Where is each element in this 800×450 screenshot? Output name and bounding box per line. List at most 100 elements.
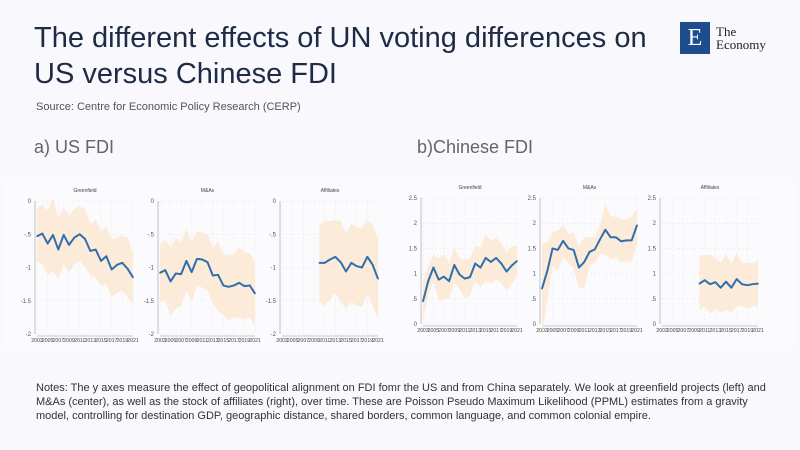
- data-point: [578, 266, 580, 269]
- data-point: [254, 292, 256, 295]
- x-tick-label: 2005: [287, 338, 299, 344]
- data-point: [201, 258, 204, 261]
- y-tick-label: 0: [28, 199, 32, 205]
- data-point: [361, 266, 363, 269]
- data-point: [609, 236, 612, 239]
- data-point: [479, 266, 482, 269]
- data-point: [469, 276, 471, 278]
- data-point: [490, 261, 492, 263]
- data-point: [126, 268, 129, 270]
- x-tick-label: 2017: [610, 328, 622, 334]
- y-tick-label: -1: [271, 266, 277, 272]
- data-point: [703, 279, 706, 281]
- data-point: [427, 280, 430, 282]
- data-point: [567, 247, 570, 250]
- data-point: [243, 285, 246, 287]
- subplot-title: Affiliates: [701, 185, 720, 191]
- x-tick-label: 2021: [511, 328, 523, 334]
- x-tick-label: 2017: [351, 338, 363, 344]
- subplot-title: Greenfield: [458, 185, 481, 191]
- x-tick-label: 2017: [228, 338, 240, 344]
- x-tick-label: 2013: [207, 338, 219, 344]
- data-point: [62, 234, 65, 236]
- x-tick-label: 2005: [165, 338, 177, 344]
- x-tick-label: 2019: [239, 338, 251, 344]
- x-tick-label: 2021: [127, 338, 139, 344]
- x-tick-label: 2003: [656, 328, 668, 334]
- y-tick-label: 1.5: [648, 246, 657, 252]
- confidence-band: [542, 204, 637, 335]
- data-point: [546, 270, 549, 272]
- data-point: [735, 278, 738, 280]
- data-point: [588, 251, 591, 253]
- confidence-band: [37, 197, 133, 305]
- data-point: [625, 239, 628, 242]
- x-tick-label: 2009: [63, 338, 75, 344]
- data-point: [84, 238, 86, 240]
- x-tick-label: 2019: [621, 328, 633, 334]
- y-tick-label: 2.5: [528, 196, 537, 202]
- x-tick-label: 2011: [319, 338, 330, 344]
- data-point: [350, 262, 353, 264]
- data-point: [132, 276, 134, 279]
- data-point: [636, 224, 638, 227]
- x-tick-label: 2015: [600, 328, 612, 334]
- y-tick-label: 2.5: [409, 196, 418, 202]
- data-point: [551, 247, 554, 250]
- series-line: [319, 255, 379, 280]
- x-tick-label: 2017: [106, 338, 118, 344]
- x-tick-label: 2011: [579, 328, 590, 334]
- y-tick-label: -.5: [24, 232, 32, 238]
- logo-mark: E: [680, 22, 710, 54]
- data-point: [116, 264, 118, 266]
- data-point: [52, 234, 54, 236]
- x-tick-label: 2019: [362, 338, 374, 344]
- data-point: [516, 260, 518, 262]
- x-tick-label: 2011: [197, 338, 208, 344]
- x-tick-label: 2021: [631, 328, 643, 334]
- x-tick-label: 2021: [249, 338, 261, 344]
- data-point: [100, 260, 102, 262]
- data-point: [495, 257, 497, 259]
- y-tick-label: 0: [151, 199, 155, 205]
- y-tick-label: 1: [414, 272, 418, 278]
- data-point: [557, 249, 559, 251]
- x-tick-label: 2019: [117, 338, 129, 344]
- data-point: [463, 277, 466, 280]
- data-point: [323, 262, 326, 264]
- x-tick-label: 2015: [340, 338, 352, 344]
- data-point: [366, 256, 369, 258]
- x-tick-label: 2009: [186, 338, 198, 344]
- y-tick-label: 0: [533, 322, 537, 328]
- logo: E The Economy: [680, 22, 766, 54]
- page-title: The different effects of UN voting diffe…: [34, 22, 647, 90]
- data-point: [175, 272, 177, 275]
- data-point: [604, 228, 607, 231]
- y-tick-label: 0: [653, 322, 657, 328]
- x-tick-label: 2009: [568, 328, 580, 334]
- x-tick-label: 2013: [469, 328, 481, 334]
- data-point: [164, 269, 167, 271]
- data-point: [345, 270, 347, 273]
- confidence-band: [160, 228, 255, 327]
- data-point: [448, 280, 450, 282]
- data-point: [318, 262, 321, 264]
- data-point: [185, 260, 188, 262]
- data-point: [583, 261, 586, 263]
- y-tick-label: 2.5: [648, 196, 657, 202]
- y-tick-label: -1.5: [21, 299, 32, 305]
- y-tick-label: -.5: [147, 232, 155, 238]
- data-point: [615, 236, 617, 239]
- x-tick-label: 2007: [557, 328, 569, 334]
- data-point: [593, 248, 596, 251]
- data-point: [432, 266, 435, 269]
- x-tick-label: 2009: [688, 328, 700, 334]
- data-point: [78, 233, 81, 236]
- data-point: [211, 274, 214, 277]
- data-point: [443, 275, 445, 278]
- x-tick-label: 2003: [154, 338, 166, 344]
- data-point: [329, 258, 331, 261]
- y-tick-label: -1: [149, 266, 155, 272]
